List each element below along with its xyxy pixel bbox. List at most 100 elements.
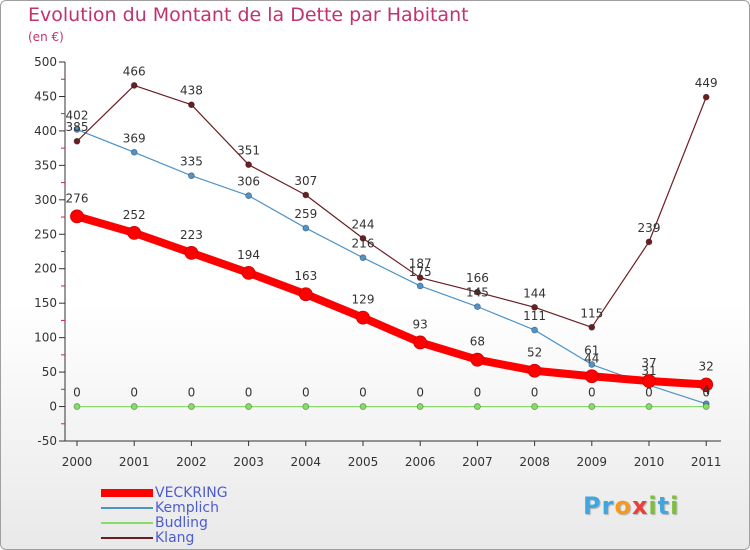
x-tick-label: 2006 [405, 455, 436, 469]
data-point-kemplich [73, 126, 81, 133]
legend-swatch-veckring [101, 489, 153, 497]
data-label-budling: 0 [416, 386, 424, 400]
data-label-kemplich: 111 [523, 309, 546, 323]
data-point-klang [645, 238, 653, 246]
data-point-budling [359, 403, 367, 410]
data-point-klang [73, 137, 81, 145]
legend-label-kemplich: Kemplich [155, 500, 219, 516]
data-point-klang [302, 191, 310, 199]
data-label-veckring: 93 [413, 317, 428, 331]
data-label-klang: 239 [638, 221, 661, 235]
data-label-budling: 0 [245, 386, 253, 400]
legend-swatch-kemplich [101, 507, 153, 509]
data-label-klang: 449 [695, 76, 718, 90]
y-tick-label: 300 [34, 193, 57, 207]
proxiti-logo: Proxiti [583, 492, 679, 520]
data-label-budling: 0 [188, 386, 196, 400]
data-label-veckring: 68 [470, 335, 485, 349]
data-point-veckring [642, 374, 656, 388]
data-point-veckring [184, 245, 199, 260]
data-point-kemplich [245, 192, 253, 200]
data-label-klang: 115 [580, 306, 603, 320]
data-label-kemplich: 31 [641, 364, 656, 378]
legend-item-kemplich: Kemplich [101, 500, 301, 516]
data-point-budling [302, 403, 310, 410]
y-tick-label: 400 [34, 124, 57, 138]
data-point-klang [416, 274, 424, 282]
logo-letter: t [657, 492, 671, 520]
data-label-klang: 144 [523, 286, 546, 300]
data-point-budling [531, 403, 538, 410]
logo-letter: x [631, 492, 649, 520]
x-tick-label: 2000 [62, 455, 93, 469]
data-label-budling: 0 [73, 386, 81, 400]
x-tick-label: 2003 [233, 455, 264, 469]
data-point-kemplich [130, 148, 138, 156]
data-point-kemplich [359, 254, 367, 262]
data-label-budling: 0 [702, 386, 710, 400]
y-tick-label: 450 [34, 89, 57, 103]
data-point-kemplich [187, 172, 195, 180]
data-point-klang [130, 82, 138, 89]
data-label-kemplich: 259 [294, 207, 317, 221]
logo-letter: r [601, 492, 615, 520]
data-label-veckring: 194 [237, 248, 260, 262]
data-label-klang: 438 [180, 84, 203, 98]
x-tick-label: 2001 [119, 455, 150, 469]
y-tick-label: 100 [34, 331, 57, 345]
data-label-veckring: 163 [294, 269, 317, 283]
y-tick-label: -50 [37, 434, 57, 448]
logo-letter: o [614, 492, 632, 520]
x-tick-label: 2002 [176, 455, 207, 469]
data-label-kemplich: 306 [237, 175, 260, 189]
legend-label-veckring: VECKRING [155, 485, 228, 501]
x-tick-label: 2008 [519, 455, 550, 469]
data-label-kemplich: 175 [409, 265, 432, 279]
data-point-budling [645, 403, 653, 410]
data-label-budling: 0 [645, 386, 653, 400]
data-point-veckring [70, 209, 84, 224]
data-label-kemplich: 145 [466, 286, 489, 300]
data-label-veckring: 129 [352, 293, 375, 307]
data-point-klang [187, 101, 195, 109]
data-label-veckring: 252 [123, 208, 146, 222]
y-tick-label: 0 [49, 400, 57, 414]
data-point-budling [473, 403, 481, 410]
data-label-veckring: 52 [527, 346, 542, 360]
data-label-veckring: 223 [180, 228, 203, 242]
data-point-klang [588, 323, 596, 331]
x-tick-label: 2011 [691, 455, 722, 469]
annotation-label: 44 [584, 351, 599, 365]
data-point-veckring [356, 310, 370, 325]
data-point-kemplich [473, 303, 481, 311]
data-label-budling: 0 [359, 386, 367, 400]
data-point-veckring [413, 335, 428, 350]
data-point-klang [245, 161, 253, 169]
x-tick-label: 2010 [634, 455, 665, 469]
logo-letter: P [583, 492, 602, 520]
series-layer [70, 82, 714, 410]
data-point-klang [473, 288, 481, 296]
data-point-kemplich [531, 326, 538, 334]
x-tick-label: 2009 [577, 455, 608, 469]
data-label-kemplich: 402 [66, 109, 89, 123]
data-point-kemplich [588, 361, 596, 368]
data-label-kemplich: 369 [123, 131, 146, 145]
data-label-klang: 466 [123, 64, 146, 78]
x-tick-label: 2004 [291, 455, 322, 469]
data-label-veckring: 276 [66, 191, 89, 205]
data-point-veckring [470, 352, 485, 367]
data-point-budling [245, 403, 253, 410]
data-label-kemplich: 61 [584, 344, 599, 358]
logo-letter: i [670, 492, 680, 520]
legend-item-klang: Klang [101, 530, 301, 546]
data-label-kemplich: 335 [180, 155, 203, 169]
data-point-budling [588, 403, 596, 410]
legend-item-budling: Budling [101, 515, 301, 531]
data-point-budling [416, 403, 424, 410]
data-point-budling [187, 403, 195, 410]
data-label-budling: 0 [302, 386, 310, 400]
series-line-kemplich [76, 128, 707, 405]
y-tick-label: 250 [34, 227, 57, 241]
